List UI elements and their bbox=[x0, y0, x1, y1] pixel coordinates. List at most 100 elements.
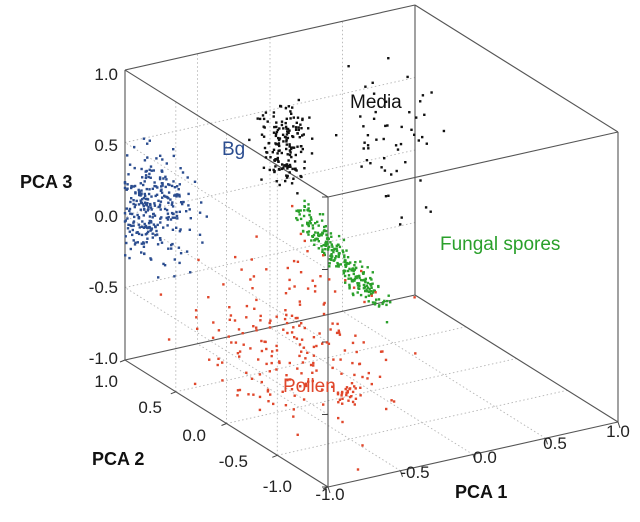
data-point bbox=[153, 184, 156, 188]
data-point bbox=[133, 184, 137, 188]
data-point bbox=[264, 156, 268, 159]
data-point bbox=[148, 226, 152, 229]
data-point bbox=[132, 185, 135, 188]
data-point bbox=[364, 295, 368, 299]
data-point bbox=[172, 180, 175, 183]
data-point bbox=[140, 242, 143, 245]
data-point bbox=[303, 205, 306, 208]
data-point bbox=[347, 399, 350, 402]
tick-mark bbox=[272, 454, 278, 458]
data-point bbox=[141, 176, 144, 179]
data-point bbox=[304, 382, 308, 385]
data-point bbox=[132, 239, 135, 242]
data-point bbox=[385, 407, 388, 411]
data-point bbox=[296, 116, 300, 119]
data-point bbox=[257, 358, 260, 361]
data-point bbox=[193, 180, 197, 183]
data-point bbox=[383, 157, 386, 160]
tick-mark bbox=[221, 423, 227, 426]
data-point bbox=[133, 243, 137, 246]
data-point bbox=[238, 355, 241, 358]
data-point bbox=[352, 293, 355, 297]
data-point bbox=[189, 271, 192, 274]
data-point bbox=[367, 300, 370, 303]
data-point bbox=[327, 247, 330, 250]
data-point bbox=[347, 262, 351, 265]
data-point bbox=[390, 173, 393, 176]
data-point bbox=[353, 279, 356, 282]
data-point bbox=[296, 316, 299, 320]
data-point bbox=[269, 393, 272, 396]
data-point bbox=[342, 251, 345, 254]
data-point bbox=[328, 278, 331, 281]
data-point bbox=[344, 279, 347, 282]
data-point bbox=[372, 92, 376, 95]
data-point bbox=[400, 125, 403, 129]
z-tick-label: 0.0 bbox=[94, 207, 118, 226]
data-point bbox=[164, 195, 167, 198]
data-point bbox=[148, 215, 152, 218]
data-point bbox=[297, 210, 301, 213]
data-point bbox=[322, 303, 325, 306]
data-point bbox=[156, 186, 159, 189]
data-point bbox=[200, 201, 203, 204]
data-point bbox=[306, 351, 309, 354]
data-point bbox=[358, 284, 361, 288]
data-point bbox=[329, 232, 333, 235]
data-point bbox=[278, 183, 281, 187]
data-point bbox=[421, 94, 425, 97]
data-point bbox=[285, 140, 288, 143]
data-point bbox=[362, 341, 365, 344]
data-point bbox=[360, 265, 364, 268]
data-point bbox=[131, 233, 134, 237]
data-point bbox=[134, 191, 137, 194]
data-point bbox=[372, 289, 376, 292]
data-point bbox=[343, 256, 346, 259]
data-point bbox=[198, 233, 202, 236]
data-point bbox=[164, 175, 167, 178]
data-point bbox=[156, 243, 160, 246]
data-point bbox=[371, 81, 374, 84]
data-point bbox=[217, 357, 220, 360]
data-point bbox=[321, 250, 324, 253]
tick-mark bbox=[472, 454, 476, 461]
data-point bbox=[312, 354, 316, 357]
data-point bbox=[289, 151, 292, 154]
data-point bbox=[159, 217, 162, 220]
data-point bbox=[142, 137, 146, 140]
data-point bbox=[337, 234, 341, 238]
series-fungal-spores bbox=[295, 199, 392, 324]
data-point bbox=[348, 267, 351, 271]
data-point bbox=[144, 211, 148, 214]
data-point bbox=[353, 403, 356, 406]
data-point bbox=[185, 210, 188, 213]
data-point bbox=[165, 208, 169, 212]
data-point bbox=[365, 284, 369, 287]
y-tick-label: 0.0 bbox=[182, 426, 206, 445]
data-point bbox=[313, 239, 316, 242]
data-point bbox=[135, 231, 138, 234]
data-point bbox=[296, 145, 299, 148]
data-point bbox=[171, 201, 174, 204]
data-point bbox=[312, 233, 316, 237]
data-point bbox=[180, 201, 183, 204]
data-point bbox=[169, 198, 172, 201]
data-point bbox=[328, 265, 331, 268]
data-point bbox=[314, 284, 317, 288]
data-point bbox=[306, 222, 310, 225]
data-point bbox=[292, 177, 295, 180]
data-point bbox=[159, 238, 162, 242]
data-point bbox=[359, 260, 362, 263]
data-point bbox=[281, 163, 284, 166]
data-point bbox=[162, 177, 165, 180]
cluster-label-fungal-spores: Fungal spores bbox=[440, 234, 560, 255]
y-tick-label: -0.5 bbox=[219, 452, 248, 471]
tick-mark bbox=[617, 421, 621, 429]
data-point bbox=[278, 144, 281, 148]
data-point bbox=[126, 154, 129, 157]
grid-line bbox=[342, 310, 546, 439]
data-point bbox=[292, 125, 295, 128]
data-point bbox=[154, 225, 157, 229]
data-point bbox=[298, 213, 301, 216]
